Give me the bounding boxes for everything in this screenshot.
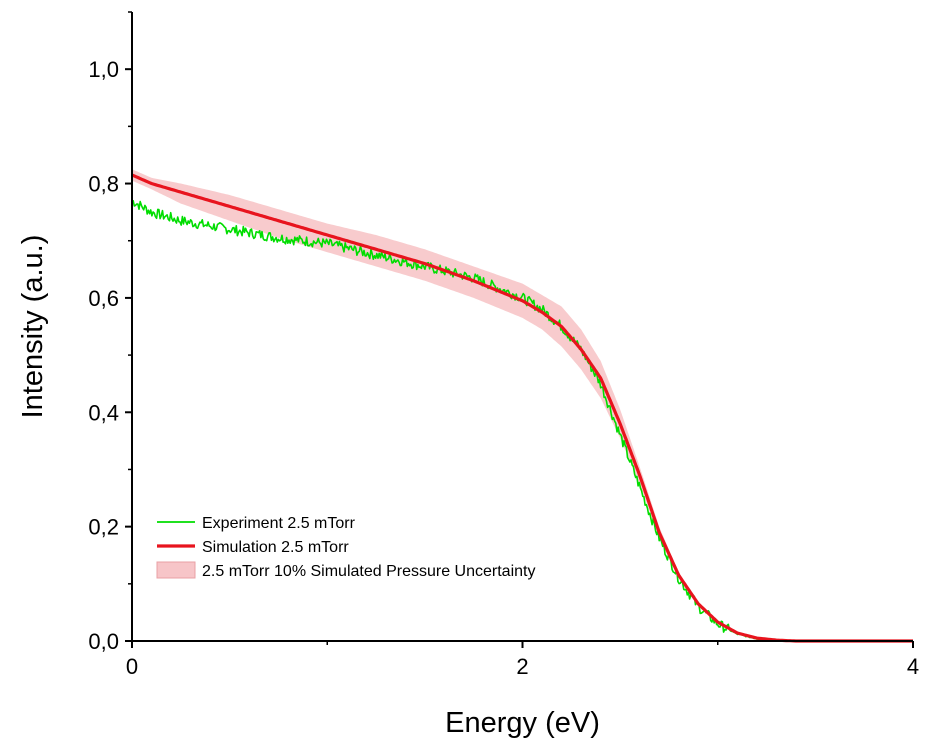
x-axis-title: Energy (eV) <box>445 707 600 739</box>
x-tick-label: 2 <box>516 654 528 679</box>
legend-swatch-band <box>156 561 196 579</box>
y-tick-label: 0,8 <box>88 172 119 197</box>
x-tick-label: 4 <box>907 654 919 679</box>
x-tick-label: 0 <box>126 654 138 679</box>
legend-label: 2.5 mTorr 10% Simulated Pressure Uncerta… <box>202 563 535 580</box>
ticks: 0,0 0,2 0,4 0,6 0,8 1,0 0 2 4 <box>88 11 919 679</box>
legend-label: Experiment 2.5 mTorr <box>202 515 356 532</box>
legend: Experiment 2.5 mTorr Simulation 2.5 mTorr… <box>156 515 535 580</box>
y-tick-label: 0,4 <box>88 400 119 425</box>
legend-label: Simulation 2.5 mTorr <box>202 539 349 556</box>
y-tick-label: 1,0 <box>88 57 119 82</box>
y-tick-label: 0,2 <box>88 515 119 540</box>
y-tick-label: 0,6 <box>88 286 119 311</box>
y-tick-label: 0,0 <box>88 629 119 654</box>
y-axis-title: Intensity (a.u.) <box>17 235 49 419</box>
